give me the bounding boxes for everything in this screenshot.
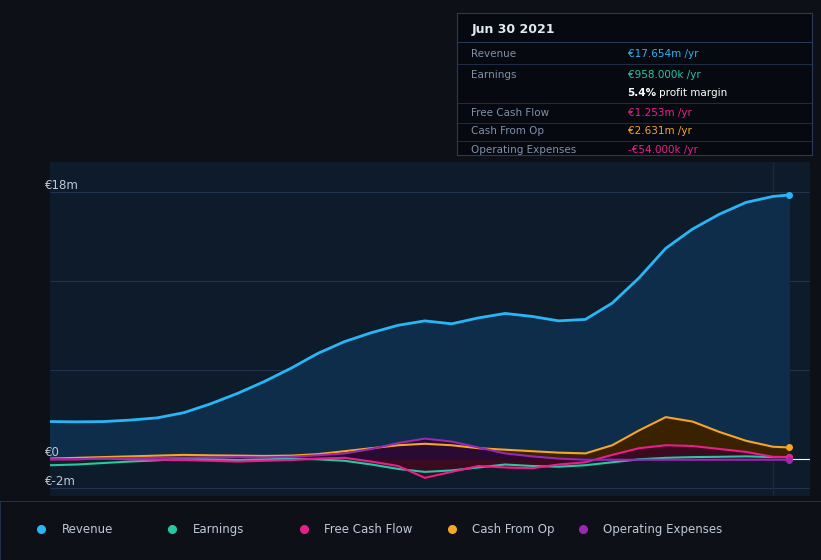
Text: Earnings: Earnings (471, 70, 517, 80)
Text: 5.4%: 5.4% (627, 88, 657, 98)
Text: Operating Expenses: Operating Expenses (603, 523, 722, 536)
Text: profit margin: profit margin (659, 88, 727, 98)
Text: €0: €0 (44, 446, 60, 459)
Text: €1.253m /yr: €1.253m /yr (627, 108, 691, 118)
Text: Free Cash Flow: Free Cash Flow (324, 523, 413, 536)
Text: Operating Expenses: Operating Expenses (471, 144, 576, 155)
Text: Cash From Op: Cash From Op (472, 523, 554, 536)
Text: Revenue: Revenue (62, 523, 113, 536)
Text: €958.000k /yr: €958.000k /yr (627, 70, 700, 80)
Text: €17.654m /yr: €17.654m /yr (627, 49, 698, 59)
Text: Earnings: Earnings (193, 523, 245, 536)
Text: €-2m: €-2m (44, 475, 76, 488)
Text: €2.631m /yr: €2.631m /yr (627, 126, 691, 136)
Text: Cash From Op: Cash From Op (471, 126, 544, 136)
Text: -€54.000k /yr: -€54.000k /yr (627, 144, 697, 155)
Text: Jun 30 2021: Jun 30 2021 (471, 24, 555, 36)
Text: Free Cash Flow: Free Cash Flow (471, 108, 549, 118)
Text: €18m: €18m (44, 179, 79, 192)
Text: Revenue: Revenue (471, 49, 516, 59)
